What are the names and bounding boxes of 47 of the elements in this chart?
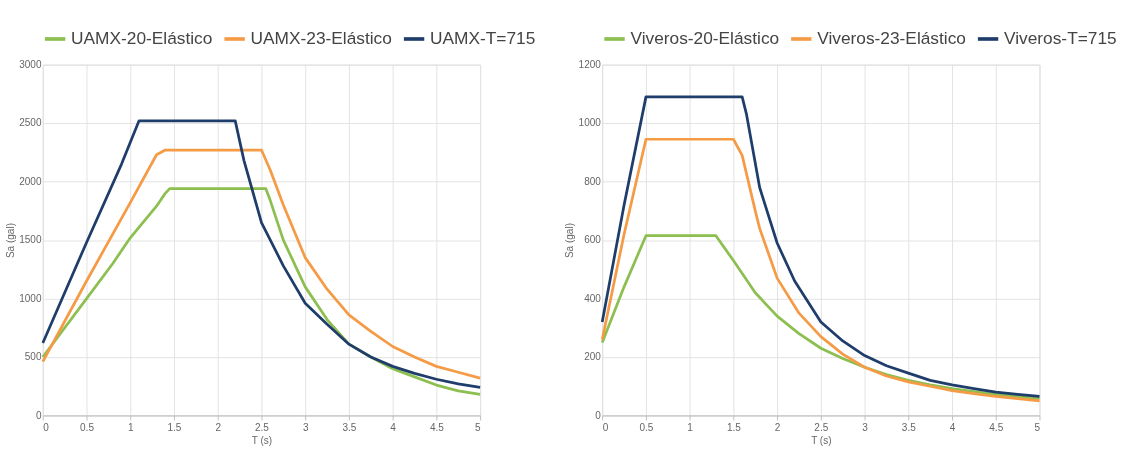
legend-label: UAMX-23-Elástico — [250, 28, 392, 49]
y-tick-label: 200 — [584, 351, 602, 363]
x-tick-label: 4 — [949, 421, 956, 433]
y-tick-label: 800 — [584, 175, 602, 187]
x-tick-label: 4 — [390, 421, 397, 433]
legend-label: UAMX-T=715 — [430, 28, 536, 49]
x-tick-label: 2.5 — [254, 421, 270, 433]
x-tick-label: 5 — [475, 421, 482, 433]
line-series — [600, 95, 1041, 398]
x-tick-label: 3.5 — [342, 421, 357, 433]
x-tick-label: 1.5 — [167, 421, 182, 433]
x-axis-title: T (s) — [251, 435, 273, 447]
x-tick-label: 1 — [687, 421, 694, 433]
x-tick-label: 3 — [862, 421, 869, 433]
line-series — [600, 137, 1041, 403]
y-tick-label: 1500 — [19, 234, 42, 246]
x-tick-label: 0 — [43, 421, 50, 433]
y-tick-label: 1200 — [578, 58, 602, 70]
legend-label: UAMX-20-Elástico — [71, 28, 213, 49]
y-tick-label: 2000 — [19, 175, 42, 187]
x-tick-label: 2 — [774, 421, 781, 433]
x-tick-label: 1.5 — [726, 421, 742, 433]
x-tick-label: 1 — [127, 421, 134, 433]
y-axis-title: Sa (gal) — [4, 223, 16, 259]
y-tick-label: 600 — [584, 234, 602, 246]
y-tick-label: 1000 — [19, 292, 42, 304]
x-tick-label: 5 — [1034, 421, 1041, 433]
y-axis-title: Sa (gal) — [564, 223, 576, 259]
y-tick-label: 1000 — [578, 117, 602, 129]
legend-label: Viveros-23-Elástico — [817, 28, 966, 49]
x-tick-label: 3.5 — [901, 421, 917, 433]
legend-label: Viveros-T=715 — [1004, 28, 1117, 49]
y-tick-label: 2500 — [19, 117, 42, 129]
x-tick-label: 2 — [215, 421, 222, 433]
legend-label: Viveros-20-Elástico — [630, 28, 780, 49]
y-tick-label: 3000 — [19, 58, 42, 70]
x-tick-label: 0.5 — [80, 421, 95, 433]
x-tick-label: 2.5 — [814, 421, 829, 433]
x-tick-label: 4.5 — [429, 421, 445, 433]
y-tick-label: 0 — [35, 409, 42, 421]
x-tick-label: 3 — [302, 421, 309, 433]
x-axis-title: T (s) — [811, 435, 832, 447]
y-tick-label: 400 — [584, 292, 602, 304]
x-tick-label: 0.5 — [639, 421, 654, 433]
y-tick-label: 500 — [24, 351, 42, 363]
x-tick-label: 4.5 — [989, 421, 1004, 433]
y-tick-label: 0 — [595, 409, 602, 421]
